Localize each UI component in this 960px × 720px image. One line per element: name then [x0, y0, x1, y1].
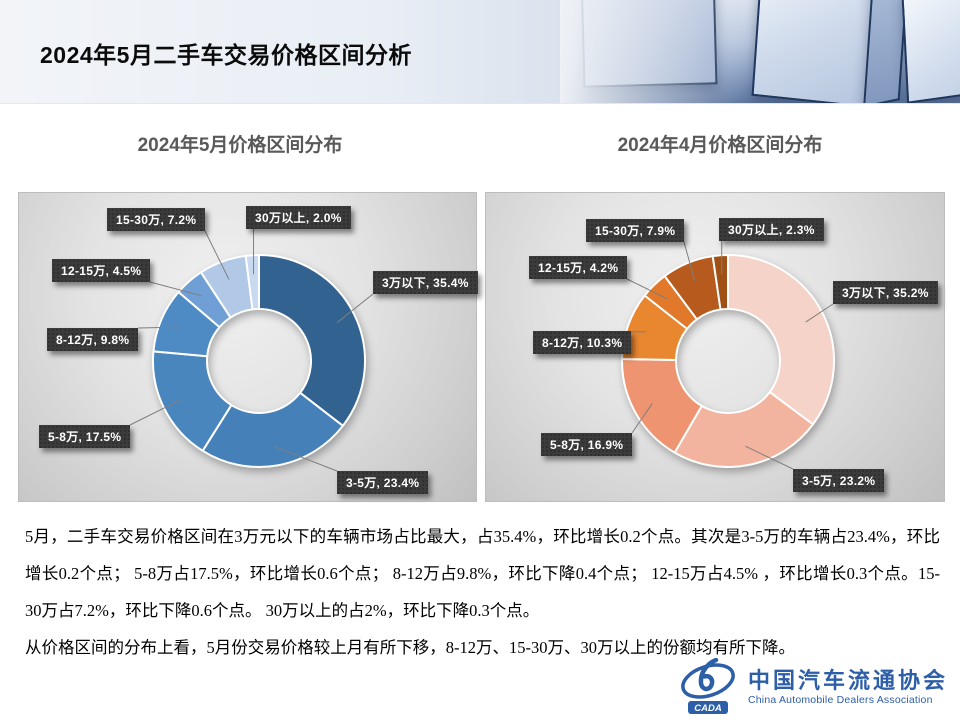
header-gradient-fade — [560, 0, 740, 103]
donut-label: 12-15万, 4.5% — [52, 259, 151, 282]
cube-graphic — [901, 0, 960, 103]
donut-slice-3-5万 — [201, 391, 344, 468]
label-leader-line — [204, 230, 230, 280]
donut-label: 30万以上, 2.3% — [719, 218, 824, 241]
label-leader-line — [274, 446, 338, 472]
summary-paragraph-2: 从价格区间的分布上看，5月份交易价格较上月有所下移，8-12万、15-30万、3… — [25, 638, 795, 657]
donut-label: 30万以上, 2.0% — [246, 206, 351, 229]
label-leader-line — [745, 445, 794, 470]
donut-slice-30万以上 — [244, 254, 260, 311]
slide-header: 2024年5月二手车交易价格区间分析 — [0, 0, 960, 104]
label-leader-line — [805, 303, 834, 323]
donut-chart-may: 3万以下, 35.4% 3-5万, 23.4% 5-8万, 17.5% 8-12万, … — [18, 192, 478, 502]
donut-chart-april: 3万以下, 35.2% 3-5万, 23.2% 5-8万, 16.9% 8-12万, … — [485, 192, 945, 502]
chart-titles-row: 2024年5月价格区间分布 2024年4月价格区间分布 — [0, 130, 960, 157]
label-leader-line — [683, 241, 696, 281]
label-leader-line — [626, 278, 668, 300]
label-leader-line — [631, 403, 653, 434]
header-decoration-cubes — [560, 0, 960, 103]
cube-graphic — [751, 0, 879, 103]
summary-paragraph-1: 5月，二手车交易价格区间在3万元以下的车辆市场占比最大，占35.4%，环比增长0… — [25, 527, 940, 620]
donut-label: 3万以下, 35.4% — [373, 271, 478, 294]
donut-slice-3万以下 — [727, 254, 835, 426]
donut-label: 15-30万, 7.9% — [586, 219, 685, 242]
logo-name-en: China Automobile Dealers Association — [747, 693, 933, 706]
donut-label: 3万以下, 35.2% — [833, 281, 938, 304]
chart-title-may: 2024年5月价格区间分布 — [137, 135, 343, 156]
donut-slice-3万以下 — [258, 254, 366, 427]
donut-label: 15-30万, 7.2% — [107, 208, 206, 231]
donut-label: 8-12万, 10.3% — [533, 331, 632, 354]
donut-svg — [129, 229, 374, 472]
donut-svg — [621, 241, 835, 470]
logo: CADA 中国汽车流通协会 China Automobile Dealers A… — [678, 658, 948, 716]
donut-label: 5-8万, 16.9% — [541, 433, 633, 456]
donut-label: 3-5万, 23.4% — [337, 471, 429, 494]
label-leader-line — [336, 293, 374, 324]
cada-logo-icon: CADA — [681, 658, 735, 714]
donut-label: 5-8万, 17.5% — [39, 425, 131, 448]
label-leader-line — [129, 399, 182, 426]
donut-slice-30万以上 — [711, 254, 729, 311]
page-title: 2024年5月二手车交易价格区间分析 — [40, 42, 412, 68]
svg-text:CADA: CADA — [694, 703, 722, 714]
donut-label: 12-15万, 4.2% — [529, 256, 628, 279]
label-leader-line — [137, 326, 179, 329]
donut-label: 3-5万, 23.2% — [793, 469, 885, 492]
summary-text: 5月，二手车交易价格区间在3万元以下的车辆市场占比最大，占35.4%，环比增长0… — [25, 518, 940, 666]
donut-slice-3-5万 — [673, 391, 814, 468]
chart-title-april: 2024年4月价格区间分布 — [617, 135, 823, 156]
label-leader-line — [149, 281, 202, 297]
donut-label: 8-12万, 9.8% — [47, 328, 139, 351]
logo-name-cn: 中国汽车流通协会 — [747, 668, 948, 694]
logo-text: 中国汽车流通协会 China Automobile Dealers Associ… — [748, 668, 948, 705]
